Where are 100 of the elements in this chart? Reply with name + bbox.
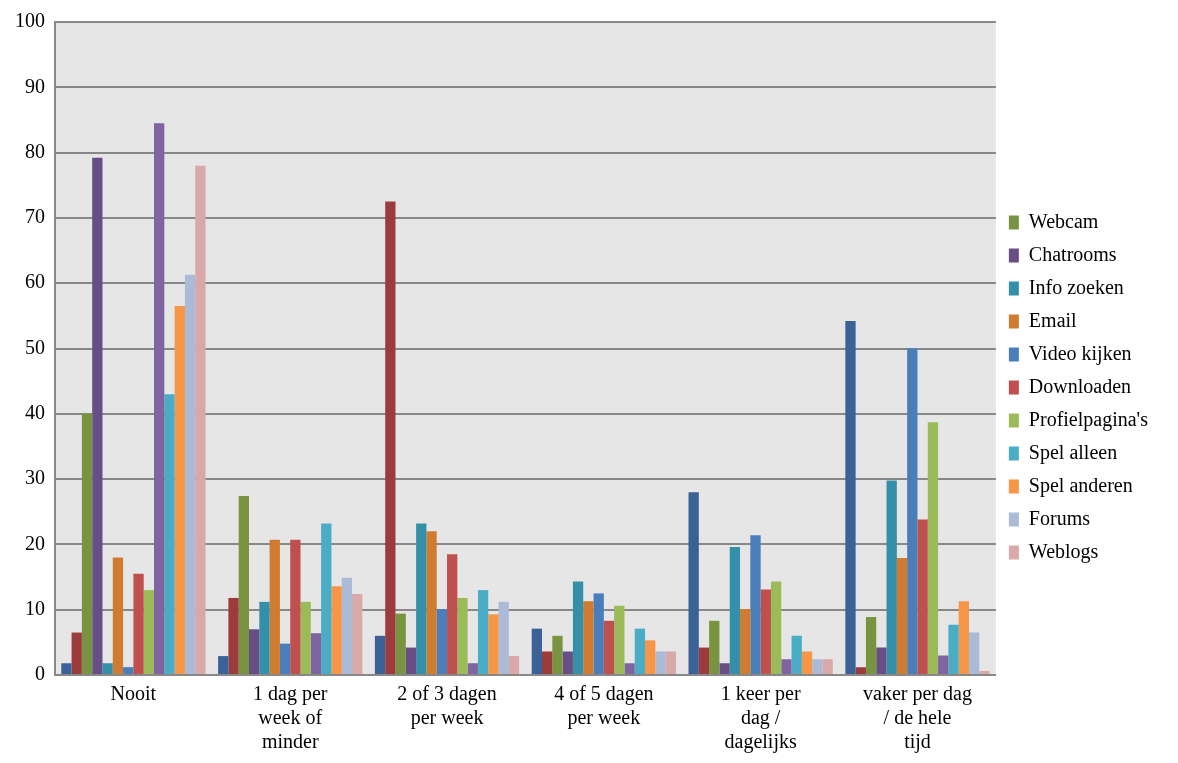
bar: [374, 635, 386, 674]
bar: [508, 656, 520, 674]
x-tick-label: 4 of 5 dagen per week: [554, 682, 654, 730]
x-tick-label: 1 dag per week of minder: [253, 682, 328, 753]
bar: [896, 558, 908, 674]
y-tick-label: 60: [25, 270, 45, 293]
bar: [195, 165, 206, 674]
bar: [750, 535, 761, 674]
y-tick-label: 100: [15, 9, 45, 32]
bar: [645, 640, 656, 674]
bar: [436, 609, 448, 674]
x-tick-label: 1 keer per dag / dagelijks: [720, 682, 801, 754]
y-tick-label: 40: [25, 401, 45, 424]
bar: [300, 601, 311, 674]
bar: [228, 597, 239, 674]
bar: [634, 628, 646, 674]
bar: [531, 628, 543, 674]
bar: [907, 348, 918, 674]
bar: [917, 519, 928, 674]
bar: [562, 651, 573, 674]
bar: [405, 647, 417, 674]
bar: [184, 274, 196, 674]
bar: [801, 651, 813, 674]
x-tick-label: 2 of 3 dagen per week: [397, 682, 497, 730]
y-tick-label: 50: [25, 335, 45, 358]
bar: [719, 663, 730, 674]
bar: [979, 671, 990, 674]
bar: [740, 609, 751, 674]
bar: [395, 613, 406, 674]
bar: [341, 577, 353, 674]
legend-label: Email: [1028, 308, 1078, 331]
bar: [174, 306, 185, 674]
x-tick-label: Nooit: [110, 682, 157, 705]
bar: [92, 157, 103, 674]
bar: [310, 633, 322, 674]
bar: [593, 593, 604, 674]
bar: [112, 557, 124, 674]
bar: [822, 659, 833, 674]
bar: [958, 601, 969, 674]
legend-label: Downloaden: [1028, 374, 1132, 397]
bar: [249, 629, 260, 674]
bar: [279, 643, 291, 674]
y-tick-label: 30: [25, 466, 45, 489]
bar: [269, 539, 280, 674]
bar: [614, 605, 625, 674]
bar: [552, 635, 563, 674]
bar: [812, 659, 823, 674]
y-tick-label: 90: [25, 74, 45, 97]
bar: [61, 663, 72, 674]
bar: [709, 620, 720, 674]
bar: [938, 655, 949, 674]
bar: [164, 394, 175, 674]
bar: [331, 586, 342, 674]
bar: [488, 614, 499, 674]
legend-label: Profielpagina's: [1028, 407, 1149, 431]
bar: [927, 422, 939, 674]
bar: [655, 651, 666, 674]
y-tick-label: 80: [25, 139, 45, 162]
bar: [688, 492, 699, 674]
legend-label: Chatrooms: [1028, 242, 1117, 265]
bar: [542, 651, 553, 674]
bar: [968, 632, 980, 674]
bar: [729, 547, 741, 674]
bar: [123, 667, 134, 674]
y-tick-label: 20: [25, 531, 45, 554]
bar: [352, 594, 363, 674]
bar: [781, 659, 792, 674]
bar: [665, 651, 676, 674]
bar: [498, 601, 509, 674]
bar: [259, 601, 270, 674]
bar: [855, 667, 866, 674]
bar: [154, 123, 165, 674]
legend-label: Forums: [1028, 506, 1091, 529]
bar: [447, 554, 458, 674]
legend-label: Webcam: [1028, 209, 1099, 232]
bar: [603, 620, 615, 674]
bar: [477, 590, 489, 674]
bar: [385, 201, 396, 674]
bar: [133, 573, 144, 674]
y-tick-label: 70: [25, 205, 45, 228]
bar: [886, 480, 897, 674]
bar: [760, 589, 771, 674]
bar: [321, 523, 332, 674]
bar: [572, 581, 584, 674]
bar: [290, 539, 301, 674]
legend-label: Spel alleen: [1028, 440, 1118, 464]
bar: [71, 632, 82, 674]
bar: [102, 663, 113, 674]
bar: [583, 601, 594, 674]
y-tick-label: 0: [35, 662, 45, 685]
legend-label: Video kijken: [1028, 341, 1132, 365]
bar: [416, 523, 427, 674]
bar: [624, 663, 635, 674]
bar: [238, 496, 249, 674]
bar: [865, 616, 877, 674]
bar: [218, 656, 229, 674]
legend-label: Spel anderen: [1028, 473, 1133, 497]
y-tick-label: 10: [25, 596, 45, 619]
bar: [876, 647, 887, 674]
bar: [467, 663, 478, 674]
